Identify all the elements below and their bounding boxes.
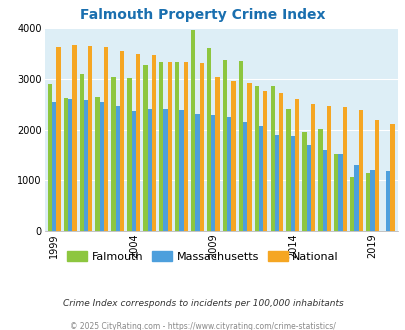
Bar (247, 83, 251, 231)
Legend: Falmouth, Massachusetts, National: Falmouth, Massachusetts, National (62, 247, 343, 267)
Bar (369, 170, 374, 231)
Bar (374, 120, 378, 231)
Bar (143, 65, 147, 231)
Bar (310, 104, 314, 231)
Bar (68, 99, 72, 231)
Bar (222, 59, 226, 231)
Bar (56, 47, 60, 231)
Bar (131, 111, 136, 231)
Bar (52, 102, 56, 231)
Bar (262, 91, 267, 231)
Bar (64, 98, 68, 231)
Bar (338, 154, 342, 231)
Bar (211, 115, 215, 231)
Bar (365, 173, 369, 231)
Bar (183, 61, 188, 231)
Bar (226, 117, 231, 231)
Bar (270, 86, 274, 231)
Bar (84, 100, 88, 231)
Bar (385, 171, 390, 231)
Bar (322, 150, 326, 231)
Bar (136, 54, 140, 231)
Bar (159, 62, 163, 231)
Bar (115, 106, 120, 231)
Bar (111, 77, 115, 231)
Bar (242, 122, 247, 231)
Bar (290, 136, 294, 231)
Bar (286, 109, 290, 231)
Bar (333, 154, 338, 231)
Bar (231, 81, 235, 231)
Bar (215, 77, 219, 231)
Bar (278, 93, 283, 231)
Bar (48, 84, 52, 231)
Bar (127, 78, 131, 231)
Bar (167, 61, 172, 231)
Bar (358, 110, 362, 231)
Bar (342, 107, 346, 231)
Text: Crime Index corresponds to incidents per 100,000 inhabitants: Crime Index corresponds to incidents per… (62, 299, 343, 308)
Bar (195, 114, 199, 231)
Bar (254, 86, 258, 231)
Bar (190, 30, 195, 231)
Bar (274, 135, 278, 231)
Text: Falmouth Property Crime Index: Falmouth Property Crime Index (80, 8, 325, 22)
Bar (104, 47, 108, 231)
Bar (79, 74, 84, 231)
Bar (100, 102, 104, 231)
Bar (151, 55, 156, 231)
Bar (302, 132, 306, 231)
Bar (294, 99, 298, 231)
Bar (326, 106, 330, 231)
Bar (163, 109, 167, 231)
Bar (354, 165, 358, 231)
Bar (147, 109, 151, 231)
Bar (120, 51, 124, 231)
Bar (175, 61, 179, 231)
Bar (390, 124, 394, 231)
Bar (349, 177, 354, 231)
Bar (179, 110, 183, 231)
Text: © 2025 CityRating.com - https://www.cityrating.com/crime-statistics/: © 2025 CityRating.com - https://www.city… (70, 322, 335, 330)
Bar (207, 49, 211, 231)
Bar (306, 145, 310, 231)
Bar (199, 63, 203, 231)
Bar (238, 60, 242, 231)
Bar (95, 97, 100, 231)
Bar (318, 129, 322, 231)
Bar (258, 126, 262, 231)
Bar (72, 45, 77, 231)
Bar (88, 46, 92, 231)
